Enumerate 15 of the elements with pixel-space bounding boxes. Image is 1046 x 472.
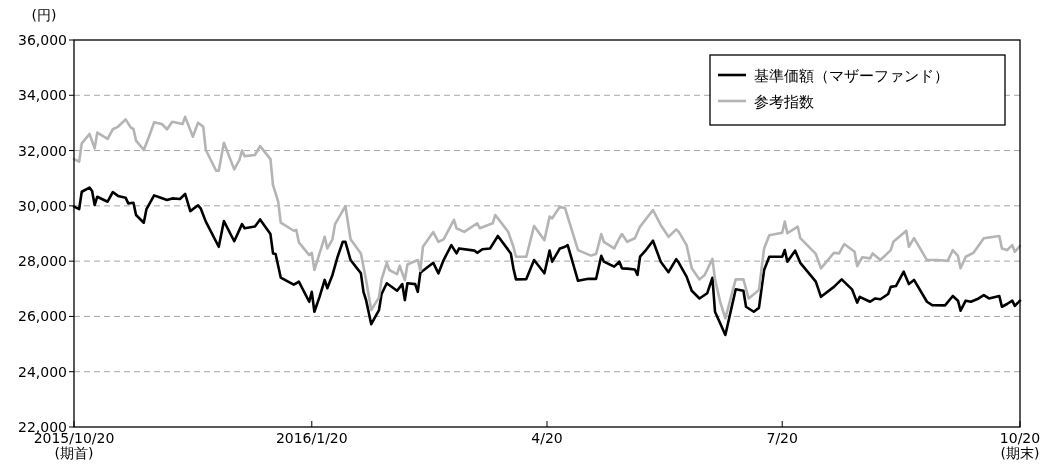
x-tick-label: 2016/1/20 xyxy=(275,430,348,446)
line-series xyxy=(72,115,1022,320)
y-tick-label: 30,000 xyxy=(18,197,67,214)
y-tick-label: 32,000 xyxy=(18,142,67,159)
x-tick-label: 10/20 (期末) xyxy=(999,430,1041,461)
y-tick-label: 28,000 xyxy=(18,253,67,270)
x-tick-label: 7/20 xyxy=(766,430,798,446)
y-axis-title: (円) xyxy=(31,7,57,23)
y-tick-label: 24,000 xyxy=(18,363,67,380)
x-tick-label: 4/20 xyxy=(531,430,563,446)
legend-label: 基準価額（マザーファンド） xyxy=(754,67,949,85)
y-tick-label: 34,000 xyxy=(18,87,67,104)
y-tick-label: 36,000 xyxy=(18,32,67,48)
y-tick-label: 26,000 xyxy=(18,308,67,325)
legend-label: 参考指数 xyxy=(754,93,814,111)
